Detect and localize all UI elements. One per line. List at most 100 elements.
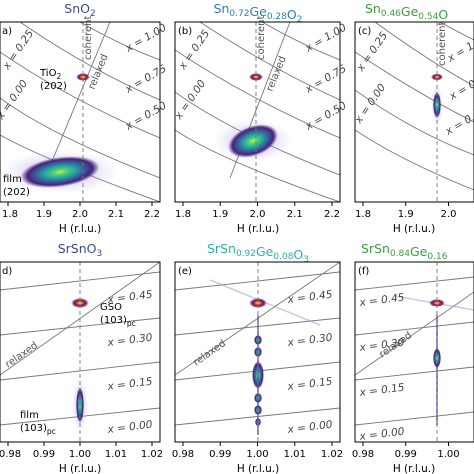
tick-label-f-1: 0.99 bbox=[395, 449, 417, 460]
xline-label-d-030: x = 0.30 bbox=[106, 332, 154, 350]
substrate-peak-b bbox=[249, 73, 263, 81]
coherent-label-a: coherent bbox=[83, 16, 94, 60]
substrate-peak-e bbox=[249, 298, 267, 308]
tick-label-a-3: 2.1 bbox=[108, 209, 124, 220]
x-line-c-050 bbox=[355, 51, 474, 123]
xline-label-e-030: x = 0.30 bbox=[286, 332, 334, 350]
tick-label-e-0: 0.98 bbox=[172, 449, 194, 460]
tick-label-d-3: 1.01 bbox=[105, 449, 127, 460]
tick-label-a-1: 1.9 bbox=[36, 209, 52, 220]
annotation-a-0: TiO2 bbox=[39, 68, 61, 81]
xline-label-f-015: x = 0.15 bbox=[358, 382, 406, 400]
ticks-d: 0.98 0.99 1.00 1.01 1.02 bbox=[0, 442, 163, 460]
x-line-a-100 bbox=[79, 22, 160, 61]
panel-c-title: Sn0.46Ge0.54O bbox=[365, 1, 448, 22]
panel-b-label: (b) bbox=[178, 26, 192, 37]
xline-label-f-045: x = 0.45 bbox=[358, 292, 406, 310]
tick-label-c-2: 2.0 bbox=[441, 209, 457, 220]
xline-label-d-045: x = 0.45 bbox=[106, 289, 154, 307]
x-line-b-050 bbox=[175, 49, 340, 139]
panel-a-label: a) bbox=[2, 26, 12, 37]
ticks-e: 0.98 0.99 1.00 1.01 1.02 bbox=[172, 442, 343, 460]
panel-f-label: (f) bbox=[358, 266, 369, 277]
xline-label-f-000: x = 0.00 bbox=[358, 426, 406, 444]
panel-c-label: (c) bbox=[358, 26, 371, 37]
coherent-label-c: coherent bbox=[437, 22, 448, 66]
film-peak-c bbox=[433, 92, 441, 118]
substrate-peak-d bbox=[71, 298, 89, 308]
xline-label-d-000: x = 0.00 bbox=[106, 419, 154, 437]
x-line-c-025 bbox=[355, 89, 474, 156]
panel-e-title: SrSn0.92Ge0.08O3 bbox=[207, 241, 309, 265]
x-line-b-100 bbox=[261, 22, 340, 61]
annotation-a-1: (202) bbox=[40, 81, 67, 92]
x-line-a-025 bbox=[0, 97, 160, 179]
tick-label-b-0: 1.8 bbox=[175, 209, 191, 220]
tick-label-d-2: 1.00 bbox=[69, 449, 91, 460]
x-line-c-000 bbox=[355, 129, 474, 191]
panel-e: (e) x = 0.45 x = 0.30 x = 0.15 x = 0.00 … bbox=[172, 261, 343, 474]
tick-label-f-0: 0.98 bbox=[352, 449, 374, 460]
tick-label-e-1: 0.99 bbox=[209, 449, 231, 460]
tick-label-b-2: 2.0 bbox=[250, 209, 266, 220]
x-line-e-045 bbox=[175, 271, 340, 291]
x-line-b-075 bbox=[199, 22, 340, 101]
substrate-peak-f bbox=[429, 299, 445, 307]
xaxis-label-d: H (r.l.u.) bbox=[59, 463, 101, 474]
tick-label-e-4: 1.02 bbox=[321, 449, 343, 460]
x-line-b-000 bbox=[175, 129, 340, 202]
panel-d-label: d) bbox=[2, 266, 12, 277]
x-line-f-045 bbox=[355, 276, 474, 291]
x-line-c-100 bbox=[439, 22, 474, 41]
xaxis-label-a: H (r.l.u.) bbox=[59, 223, 101, 235]
ticks-c: 1.8 1.9 2.0 bbox=[355, 202, 456, 220]
ticks-a: 1.8 1.9 2.0 2.1 2.2 bbox=[2, 202, 160, 220]
tick-label-a-2: 2.0 bbox=[72, 209, 88, 220]
xline-label-d-015: x = 0.15 bbox=[106, 376, 154, 394]
xline-label-e-000: x = 0.00 bbox=[286, 419, 334, 437]
xline-label-e-045: x = 0.45 bbox=[286, 289, 334, 307]
substrate-peak-c bbox=[431, 73, 443, 81]
panel-a: a) x = 1.00 x = 0.75 x = 0.50 x = 0.25 x… bbox=[0, 16, 169, 235]
tick-label-f-2: 1.00 bbox=[437, 449, 459, 460]
x-line-c-075 bbox=[374, 22, 474, 87]
x-line-a-050 bbox=[0, 51, 160, 139]
tick-label-c-0: 1.8 bbox=[355, 209, 371, 220]
annotation-d-3: (103)pc bbox=[20, 423, 56, 436]
xaxis-label-f: H (r.l.u.) bbox=[393, 463, 435, 474]
x-line-f-000 bbox=[355, 411, 474, 426]
xaxis-label-e: H (r.l.u.) bbox=[237, 463, 279, 474]
tick-label-d-1: 0.99 bbox=[33, 449, 55, 460]
panel-c: (c) x = 1.00 x = 0.75 x = 0.50 x = 0.25 … bbox=[352, 21, 474, 235]
panel-f: (f) x = 0.45 x = 0.30 x = 0.15 x = 0.00 … bbox=[352, 261, 474, 474]
x-line-f-030 bbox=[355, 321, 474, 336]
xaxis-label-c: H (r.l.u.) bbox=[393, 223, 435, 235]
tick-label-c-1: 1.9 bbox=[398, 209, 414, 220]
tick-label-a-0: 1.8 bbox=[2, 209, 18, 220]
xline-label-e-015: x = 0.15 bbox=[286, 376, 334, 394]
ticks-f: 0.98 0.99 1.00 bbox=[352, 442, 460, 460]
panel-b-title: Sn0.72Ge0.28O2 bbox=[214, 1, 303, 25]
panel-f-title: SrSn0.84Ge0.16 bbox=[361, 241, 448, 262]
substrate-peak-a bbox=[76, 73, 90, 81]
tick-label-d-4: 1.02 bbox=[141, 449, 163, 460]
annotation-d-1: (103)pc bbox=[100, 315, 136, 328]
annotation-d-2: film bbox=[20, 410, 39, 421]
tick-label-b-3: 2.1 bbox=[287, 209, 303, 220]
panel-e-label: (e) bbox=[178, 266, 192, 277]
annotation-a-3: (202) bbox=[3, 187, 30, 198]
x-line-f-015 bbox=[355, 366, 474, 381]
ticks-b: 1.8 1.9 2.0 2.1 2.2 bbox=[175, 202, 340, 220]
xline-label-f-030: x = 0.30 bbox=[358, 337, 406, 355]
film-peak-b bbox=[228, 124, 278, 158]
tick-label-e-2: 1.00 bbox=[246, 449, 268, 460]
tick-label-a-4: 2.2 bbox=[144, 209, 160, 220]
film-peak-a bbox=[20, 156, 100, 188]
tick-label-b-4: 2.2 bbox=[324, 209, 340, 220]
tick-label-b-1: 1.9 bbox=[212, 209, 228, 220]
tick-label-e-3: 1.01 bbox=[284, 449, 306, 460]
panel-b: (b) x = 1.00 x = 0.75 x = 0.50 x = 0.25 … bbox=[172, 16, 349, 235]
coherent-label-b: coherent bbox=[256, 16, 267, 60]
panel-d-title: SrSnO3 bbox=[58, 241, 103, 259]
